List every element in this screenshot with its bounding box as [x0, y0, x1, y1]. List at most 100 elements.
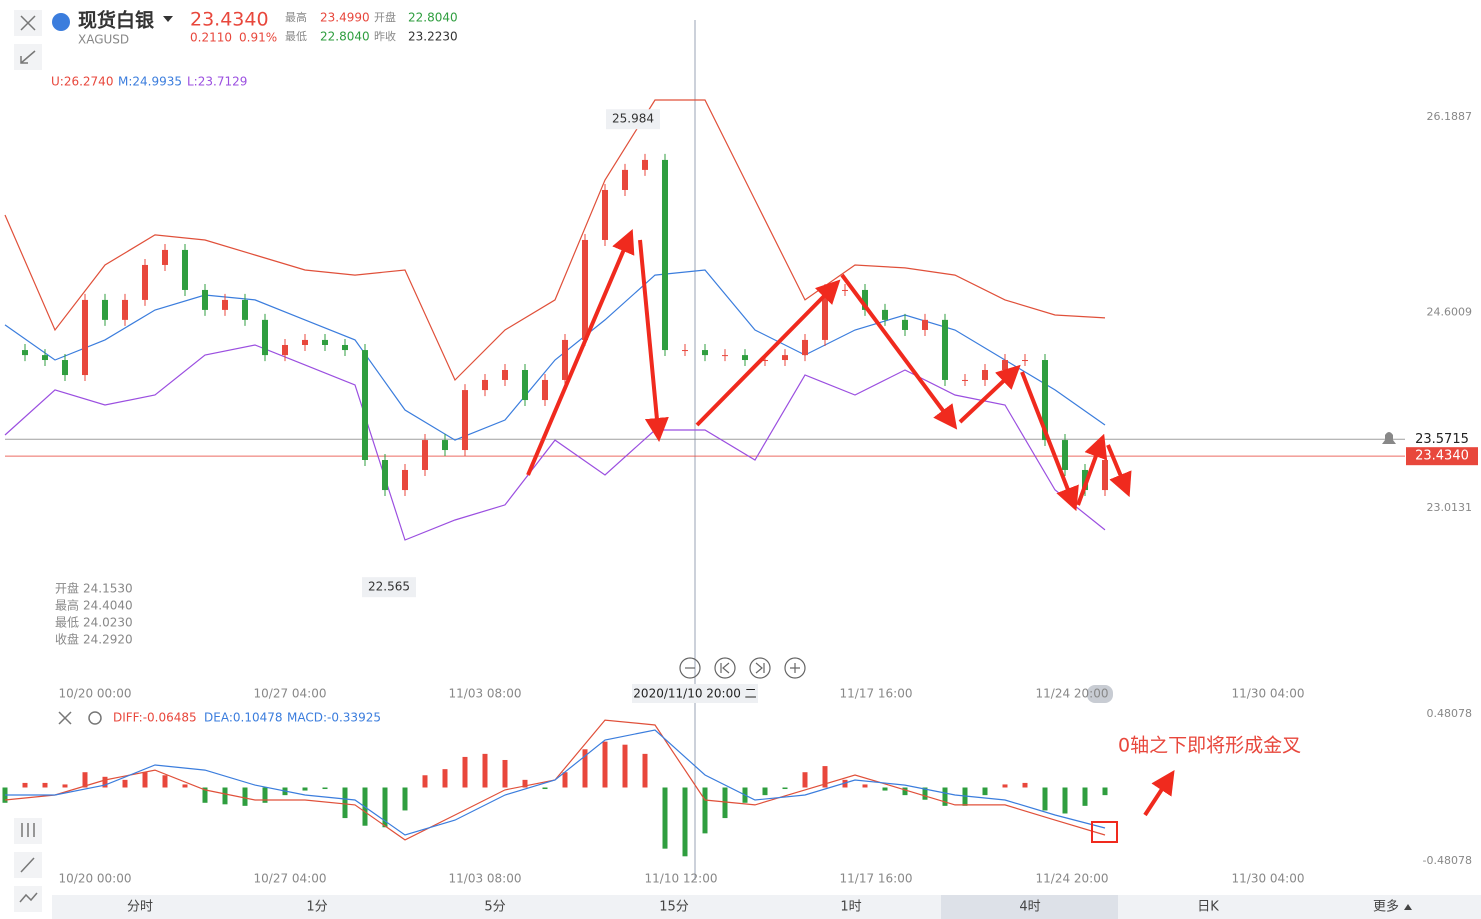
change: 0.2110	[190, 31, 232, 45]
symbol-name[interactable]: 现货白银	[78, 9, 155, 32]
candle	[102, 299, 108, 320]
macd-bar	[202, 787, 208, 803]
candle	[742, 355, 748, 361]
candle	[302, 339, 308, 345]
candle	[1022, 360, 1028, 362]
candle	[162, 249, 168, 265]
timeframe-tab[interactable]: 更多	[1373, 899, 1399, 915]
macd-bar	[162, 775, 168, 788]
band-upper	[4, 99, 1106, 382]
candle	[442, 440, 448, 451]
timeframe-tab[interactable]: 15分	[659, 900, 689, 915]
crosshair-label-bg	[632, 684, 758, 703]
y-tick-label: 23.0131	[1427, 501, 1473, 514]
x-tick-label: 10/27 04:00	[254, 687, 327, 701]
close-indicator[interactable]	[58, 711, 72, 725]
macd-bar	[342, 787, 348, 819]
macd-bar	[182, 784, 188, 788]
zoom-controls[interactable]	[679, 657, 806, 679]
candle	[82, 299, 88, 376]
macd-bar	[442, 769, 448, 788]
stat-label: 昨收	[374, 29, 396, 43]
annotation: 0轴之下即将形成金叉	[1118, 735, 1301, 757]
macd-bar	[902, 787, 908, 796]
macd-bar	[942, 787, 948, 806]
stat-label: 最低	[285, 30, 307, 43]
candle	[882, 309, 888, 320]
timeframe-tab[interactable]: 分时	[127, 900, 153, 915]
stat-label: 开盘	[374, 10, 396, 24]
timeframe-tab[interactable]: 4时	[1019, 900, 1040, 915]
candle	[22, 350, 28, 356]
indicator-legend: DEA:0.10478	[204, 711, 283, 725]
stat-value: 22.8040	[320, 30, 370, 44]
macd-bar	[782, 787, 788, 790]
macd-bar	[622, 744, 628, 788]
price-tag-label: 23.4340	[1415, 449, 1469, 464]
settings-icon[interactable]	[88, 711, 102, 725]
timeframe-tab[interactable]: 5分	[484, 900, 505, 915]
macd-bar	[1002, 784, 1008, 788]
x-tick-label: 11/10 12:00	[645, 872, 718, 886]
macd-bar	[702, 787, 708, 834]
candle	[462, 390, 468, 451]
candle	[822, 289, 828, 340]
draw-button[interactable]	[14, 852, 42, 878]
candle	[242, 299, 248, 320]
indicator-button[interactable]	[14, 886, 42, 912]
candle	[682, 350, 688, 352]
indicator-lower: L:23.7129	[187, 75, 247, 89]
timeframe-tab[interactable]: 1分	[306, 900, 327, 915]
indicator-legend: DIFF:-0.06485	[113, 711, 197, 725]
macd-bar	[402, 787, 408, 811]
candle	[802, 339, 808, 356]
info-value: 24.0230	[83, 616, 133, 630]
dropdown[interactable]	[163, 16, 173, 22]
candle	[662, 159, 668, 351]
candle	[562, 339, 568, 380]
candle	[782, 355, 788, 361]
macd-bar	[142, 772, 148, 788]
macd-bar	[422, 775, 428, 788]
macd-bar	[642, 753, 648, 788]
extreme-label-bg	[362, 577, 416, 598]
y-tick-label: 24.6009	[1427, 306, 1473, 319]
collapse-button[interactable]	[14, 44, 42, 70]
timeframe-tab[interactable]: 1时	[840, 900, 861, 915]
alert-icon[interactable]	[1382, 432, 1396, 444]
x-tick-label: 11/24 20:00	[1036, 687, 1109, 701]
macd-bar	[882, 787, 888, 791]
indicator-upper: U:26.2740	[51, 75, 113, 89]
macd-bar	[982, 787, 988, 796]
dea-line	[5, 729, 1106, 836]
info-value: 24.1530	[83, 582, 133, 596]
macd-bar	[822, 766, 828, 788]
macd-bar	[542, 787, 548, 790]
close-button[interactable]	[14, 10, 42, 36]
candle	[1042, 360, 1048, 441]
x-tick-label: 11/03 08:00	[449, 687, 522, 701]
candle	[1002, 360, 1008, 370]
chart-type-button[interactable]	[14, 818, 42, 844]
x-label-highlight	[1087, 685, 1113, 703]
candle	[422, 440, 428, 470]
change-pct: 0.91%	[239, 31, 277, 45]
candle	[1062, 440, 1068, 470]
x-tick-label: 11/30 04:00	[1232, 872, 1305, 886]
price: 23.4340	[190, 9, 269, 31]
macd-bar	[1082, 787, 1088, 806]
x-tick-label: 11/17 16:00	[840, 687, 913, 701]
candle	[1102, 460, 1108, 491]
candle	[762, 360, 768, 362]
x-tick-label: 11/03 08:00	[449, 872, 522, 886]
candle	[922, 319, 928, 330]
macd-bar	[862, 784, 868, 788]
candle	[942, 319, 948, 380]
candle	[1082, 469, 1088, 491]
macd-bar	[842, 779, 848, 788]
info-label: 最低	[55, 616, 79, 630]
timeframe-tab[interactable]: 日K	[1197, 900, 1219, 915]
info-label: 开盘	[55, 581, 79, 596]
symbol-icon	[52, 13, 70, 31]
